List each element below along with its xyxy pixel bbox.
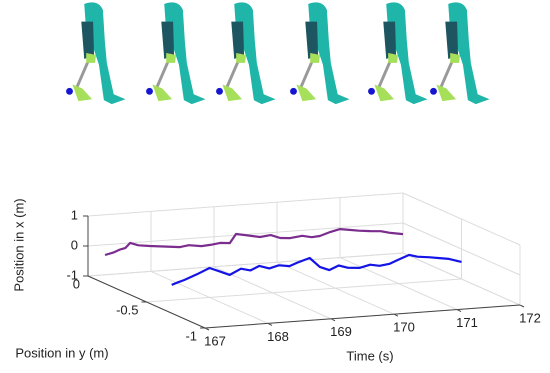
grid-line — [402, 252, 521, 306]
y-tick-label: -0.5 — [116, 302, 138, 317]
grid-line — [402, 192, 521, 246]
y-tick-label: 0 — [73, 276, 80, 291]
y-tick-label: -1 — [185, 328, 197, 343]
x-tick-label: 169 — [330, 324, 352, 339]
z-tick-label: 0 — [71, 237, 78, 252]
grid-line — [402, 222, 521, 276]
x-tick-label: 168 — [267, 329, 289, 344]
axis-line — [204, 304, 521, 329]
z-tick-label: -1 — [66, 267, 78, 282]
z-tick-label: 1 — [71, 207, 78, 222]
grid-line — [87, 192, 404, 217]
axis-line — [87, 275, 206, 329]
z-axis-label: Position in x (m) — [11, 198, 26, 291]
tick-mark — [519, 304, 525, 308]
grid-line — [146, 278, 462, 303]
x-tick-label: 167 — [204, 333, 226, 348]
grid-line — [87, 252, 404, 277]
x-tick-label: 170 — [393, 320, 415, 335]
x-tick-label: 171 — [456, 315, 478, 330]
x-axis-label: Time (s) — [346, 348, 393, 363]
plot-3d: 167 168 169 170 171 172-1-0.50-101 — [66, 192, 541, 348]
y-axis-label: Position in y (m) — [15, 345, 108, 360]
x-tick-label: 172 — [519, 310, 541, 325]
walking-figures — [64, 2, 491, 106]
data-line — [104, 228, 404, 257]
data-line — [171, 253, 462, 286]
